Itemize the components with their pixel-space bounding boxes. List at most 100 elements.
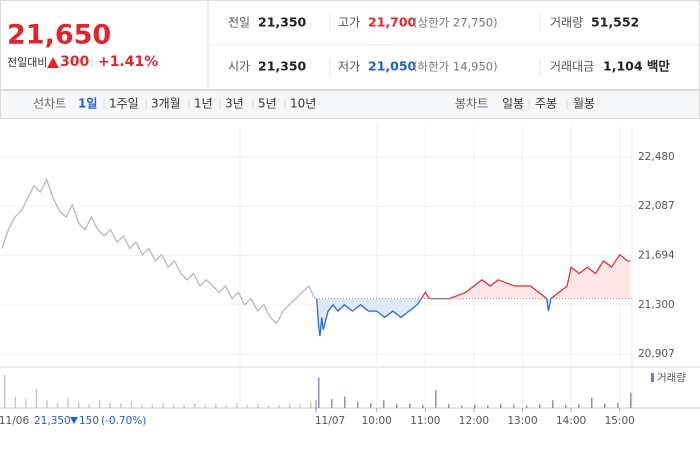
volume-bar — [422, 404, 424, 408]
volume-bar — [565, 404, 567, 408]
y-tick-label: 21,694 — [638, 249, 675, 261]
volume-bar — [318, 377, 320, 408]
tab[interactable]: 10년 — [290, 97, 316, 111]
volume-bar — [35, 389, 38, 408]
volume-bar — [461, 405, 463, 408]
volume-bar — [98, 400, 101, 408]
volume-bar — [617, 402, 619, 408]
price-line — [316, 298, 552, 337]
volume-bar — [383, 400, 385, 408]
volume-bar — [591, 397, 593, 408]
stat-label: 거래량 — [550, 16, 583, 30]
legend-label: 거래량 — [657, 372, 686, 384]
volume-bar — [77, 401, 80, 408]
tab[interactable]: 주봉 — [535, 97, 557, 111]
summary-price: 21,350 — [34, 415, 71, 427]
x-tick-label: 14:00 — [556, 415, 586, 427]
volume-bar — [130, 401, 133, 408]
volume-bar — [299, 404, 301, 408]
stat-label: 시가 — [228, 60, 250, 74]
volume-bar — [539, 404, 541, 408]
tab-group-label: 선차트 — [33, 97, 66, 111]
change: 300 — [60, 54, 89, 70]
stat-label: 전일 — [228, 16, 250, 30]
change-pct: +1.41% — [98, 54, 158, 70]
volume-bar — [487, 405, 489, 408]
volume-bar — [88, 404, 90, 408]
stat-value: 21,050 — [368, 59, 417, 74]
change-label: 전일대비 — [7, 55, 47, 69]
area-fill — [316, 254, 631, 299]
volume-bar — [183, 405, 185, 408]
volume-bar — [357, 401, 359, 408]
x-tick-label: 10:00 — [362, 415, 392, 427]
area-fill — [316, 298, 551, 337]
stat-label: 저가 — [338, 60, 360, 74]
date-label: 11/06 — [0, 415, 29, 427]
volume-bar — [435, 390, 437, 408]
current-price: 21,650 — [7, 20, 111, 51]
x-tick-label: 13:00 — [507, 415, 537, 427]
date-label: 11/07 — [315, 415, 345, 427]
volume-bar — [204, 404, 206, 408]
tab[interactable]: 3년 — [225, 97, 244, 111]
volume-bar — [193, 403, 196, 408]
volume-bar — [267, 405, 270, 408]
volume-bar — [46, 400, 48, 408]
volume-bar — [448, 404, 450, 408]
tab[interactable]: 일봉 — [502, 97, 524, 111]
stat-label: 고가 — [338, 16, 360, 30]
chart: 22,480 22,087 21,694 21,300 20,907 10:00 11:00… — [0, 125, 700, 427]
stat-value: 1,104 백만 — [603, 59, 670, 74]
tab-bar — [0, 90, 700, 119]
volume-bar — [396, 404, 398, 408]
volume-bar — [246, 404, 249, 408]
stat-note: (상한가 27,750) — [413, 16, 498, 30]
volume-bar — [552, 400, 554, 408]
tab[interactable]: 3개월 — [151, 97, 181, 111]
volume-bar — [630, 392, 632, 408]
volume-bar — [109, 402, 112, 408]
stat-value: 51,552 — [591, 15, 639, 30]
volume-bar — [513, 404, 515, 408]
summary-pct: (-0.70%) — [101, 415, 146, 427]
x-tick-label: 15:00 — [605, 415, 635, 427]
tab[interactable]: 5년 — [258, 97, 277, 111]
up-arrow — [47, 57, 59, 68]
tab[interactable]: 1일 — [78, 97, 97, 111]
volume-bar — [278, 404, 280, 408]
stat-label: 거래대금 — [550, 60, 594, 74]
x-tick-label: 11:00 — [410, 415, 440, 427]
volume-bar — [67, 397, 69, 408]
legend-swatch — [651, 373, 654, 382]
volume-bar — [474, 404, 476, 408]
volume-bar — [120, 403, 122, 408]
volume-bar — [578, 404, 580, 408]
tab-group: 선차트 1일 1주일 3개월 1년 3년 5년 10년 봉차트 일봉 주봉 월봉 — [33, 97, 595, 111]
volume-bar — [344, 396, 346, 408]
stat-value: 21,350 — [258, 15, 307, 30]
price-line — [317, 253, 631, 299]
volume-bar — [604, 403, 606, 408]
volume-bar — [526, 405, 528, 408]
volume-bar — [162, 402, 164, 408]
volume-bar — [151, 404, 154, 408]
volume-bar — [172, 404, 175, 408]
y-tick-label: 22,480 — [638, 151, 675, 163]
y-tick-label: 22,087 — [638, 200, 675, 212]
stat-value: 21,700 — [368, 15, 417, 30]
tab[interactable]: 1년 — [194, 97, 213, 111]
tab[interactable]: 월봉 — [573, 97, 595, 111]
stat-note: (하한가 14,950) — [413, 60, 498, 74]
volume-bar — [236, 402, 238, 408]
tab[interactable]: 1주일 — [109, 97, 139, 111]
volume-bar — [215, 404, 217, 408]
volume-bar — [500, 404, 502, 408]
volume-bar — [310, 401, 312, 408]
volume-bar — [409, 403, 411, 408]
tab-group-label: 봉차트 — [455, 97, 488, 111]
volume-bar — [4, 375, 6, 408]
volume-bar — [14, 396, 17, 408]
x-tick-label: 12:00 — [459, 415, 489, 427]
